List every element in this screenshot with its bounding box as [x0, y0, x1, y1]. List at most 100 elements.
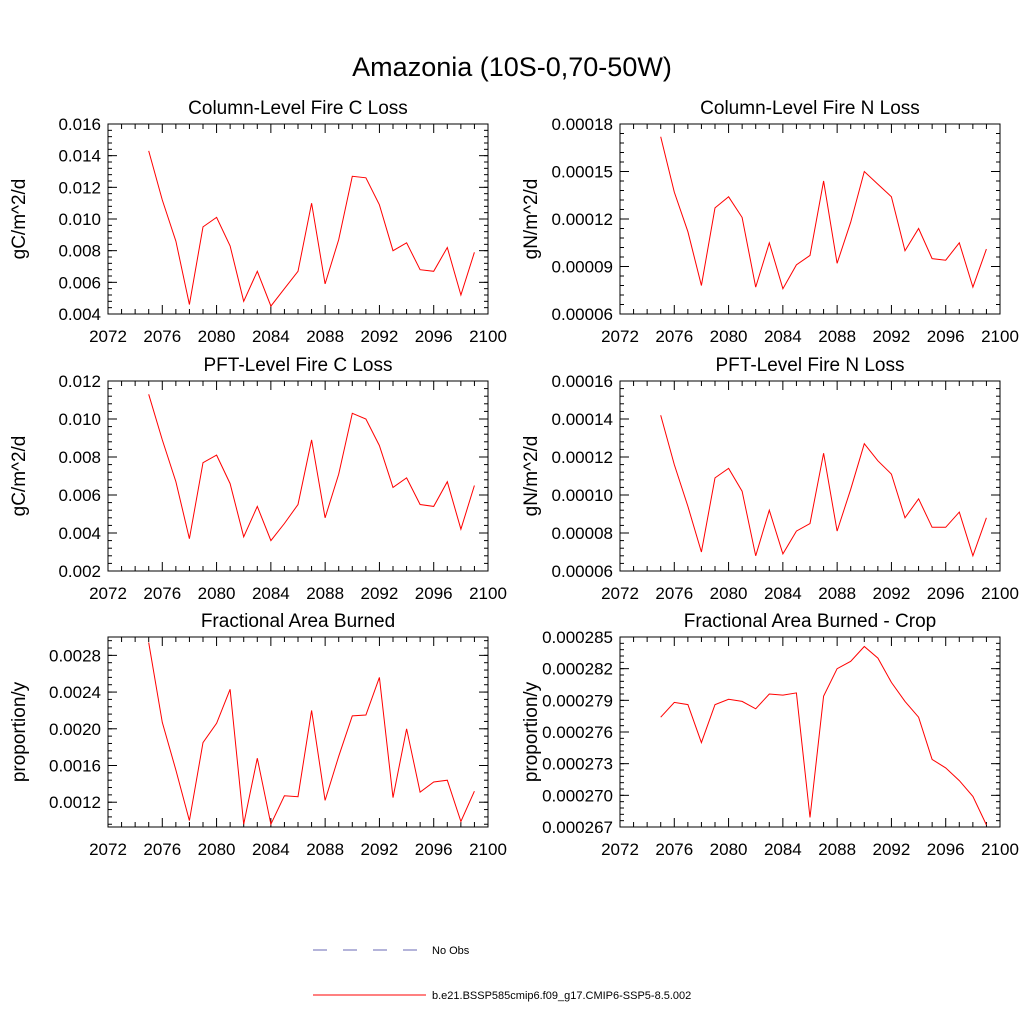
x-tick-label: 2084	[764, 840, 802, 859]
y-tick-label: 0.000279	[542, 691, 613, 710]
chart-panel-fractional-area-burned-crop: Fractional Area Burned - Crop proportion/…	[521, 611, 1019, 859]
x-tick-label: 2084	[252, 327, 290, 346]
plot-frame	[619, 636, 1001, 828]
x-tick-label: 2080	[710, 584, 748, 603]
y-tick-label: 0.000276	[542, 723, 613, 742]
chart-panel-pft-level-fire-n-loss: PFT-Level Fire N Loss gN/m^2/d 2072 2076 208…	[521, 355, 1019, 603]
x-tick-label: 2072	[601, 584, 639, 603]
chart-panel-pft-level-fire-c-loss: PFT-Level Fire C Loss gC/m^2/d 2072 2076 208…	[9, 355, 507, 603]
series-line-model-run	[660, 415, 987, 558]
y-tick-label: 0.0012	[49, 793, 101, 812]
x-tick-label: 2092	[361, 327, 399, 346]
x-tick-label: 2076	[655, 840, 693, 859]
y-tick-label: 0.00008	[552, 524, 613, 543]
x-tick-label: 2088	[818, 840, 856, 859]
chart-panel-column-level-fire-c-loss: Column-Level Fire C Loss gC/m^2/d 2072 2076…	[9, 98, 507, 346]
panel-title: Fractional Area Burned - Crop	[684, 611, 936, 632]
y-tick-label: 0.00012	[552, 210, 613, 229]
series-line-model-run	[148, 642, 475, 826]
y-tick-label: 0.00006	[552, 305, 613, 324]
x-tick-label: 2100	[469, 840, 507, 859]
y-tick-label: 0.016	[58, 115, 101, 134]
x-tick-label: 2096	[927, 584, 965, 603]
y-tick-label: 0.0020	[49, 720, 101, 739]
y-tick-label: 0.000267	[542, 818, 613, 837]
legend-label-no-obs: No Obs	[432, 945, 470, 957]
x-tick-label: 2100	[981, 840, 1019, 859]
x-tick-label: 2076	[143, 327, 181, 346]
y-tick-label: 0.0028	[49, 646, 101, 665]
x-tick-label: 2092	[873, 840, 911, 859]
y-tick-label: 0.014	[58, 147, 101, 166]
series-line-model-run	[148, 150, 475, 308]
x-tick-label: 2072	[89, 840, 127, 859]
x-tick-label: 2096	[415, 327, 453, 346]
y-tick-label: 0.00010	[552, 486, 613, 505]
y-tick-label: 0.000270	[542, 786, 613, 805]
y-tick-label: 0.000285	[542, 628, 613, 647]
panels: Column-Level Fire C Loss gC/m^2/d 2072 2076…	[9, 98, 1019, 859]
y-tick-label: 0.002	[58, 562, 101, 581]
panel-title: PFT-Level Fire C Loss	[204, 355, 393, 376]
y-tick-label: 0.012	[58, 372, 101, 391]
y-tick-label: 0.006	[58, 273, 101, 292]
y-tick-label: 0.00016	[552, 372, 613, 391]
x-tick-label: 2072	[601, 327, 639, 346]
x-tick-label: 2096	[927, 840, 965, 859]
y-tick-label: 0.008	[58, 242, 101, 261]
x-tick-label: 2076	[655, 584, 693, 603]
x-tick-label: 2088	[818, 584, 856, 603]
chart-panel-column-level-fire-n-loss: Column-Level Fire N Loss gN/m^2/d 2072 2076…	[521, 98, 1019, 346]
x-tick-label: 2096	[415, 840, 453, 859]
x-tick-label: 2100	[981, 584, 1019, 603]
y-tick-label: 0.004	[58, 524, 101, 543]
x-tick-label: 2088	[818, 327, 856, 346]
x-tick-label: 2080	[710, 327, 748, 346]
y-tick-label: 0.012	[58, 178, 101, 197]
x-tick-label: 2080	[710, 840, 748, 859]
x-tick-label: 2092	[361, 840, 399, 859]
y-tick-label: 0.00006	[552, 562, 613, 581]
plot-frame	[619, 123, 1001, 315]
y-axis-label: proportion/y	[9, 681, 30, 782]
series-line-model-run	[660, 136, 987, 290]
y-tick-label: 0.00014	[552, 410, 613, 429]
x-tick-label: 2096	[927, 327, 965, 346]
x-tick-label: 2100	[469, 327, 507, 346]
series-line-model-run	[660, 645, 987, 826]
x-tick-label: 2084	[764, 327, 802, 346]
x-tick-label: 2076	[143, 584, 181, 603]
x-tick-label: 2084	[252, 584, 290, 603]
y-tick-label: 0.004	[58, 305, 101, 324]
x-tick-label: 2080	[198, 584, 236, 603]
x-tick-label: 2092	[361, 584, 399, 603]
x-tick-label: 2080	[198, 840, 236, 859]
plot-frame	[107, 123, 489, 315]
y-tick-label: 0.000282	[542, 660, 613, 679]
x-tick-label: 2084	[252, 840, 290, 859]
y-tick-label: 0.010	[58, 410, 101, 429]
x-tick-label: 2096	[415, 584, 453, 603]
panel-title: Column-Level Fire C Loss	[188, 98, 408, 119]
y-tick-label: 0.0016	[49, 757, 101, 776]
x-tick-label: 2088	[306, 327, 344, 346]
y-tick-label: 0.00009	[552, 258, 613, 277]
y-axis-label: gN/m^2/d	[521, 179, 542, 260]
legend: No Obs b.e21.BSSP585cmip6.f09_g17.CMIP6-…	[313, 945, 691, 1002]
y-tick-label: 0.000273	[542, 755, 613, 774]
x-tick-label: 2092	[873, 327, 911, 346]
legend-label-model-run: b.e21.BSSP585cmip6.f09_g17.CMIP6-SSP5-8.…	[432, 990, 691, 1002]
y-tick-label: 0.008	[58, 448, 101, 467]
x-tick-label: 2084	[764, 584, 802, 603]
x-tick-label: 2076	[143, 840, 181, 859]
y-tick-label: 0.0024	[49, 683, 101, 702]
x-tick-label: 2088	[306, 584, 344, 603]
plot-frame	[619, 380, 1001, 572]
y-tick-label: 0.00012	[552, 448, 613, 467]
y-axis-label: proportion/y	[521, 681, 542, 782]
x-tick-label: 2080	[198, 327, 236, 346]
x-tick-label: 2076	[655, 327, 693, 346]
panel-title: Column-Level Fire N Loss	[700, 98, 920, 119]
y-tick-label: 0.00015	[552, 163, 613, 182]
